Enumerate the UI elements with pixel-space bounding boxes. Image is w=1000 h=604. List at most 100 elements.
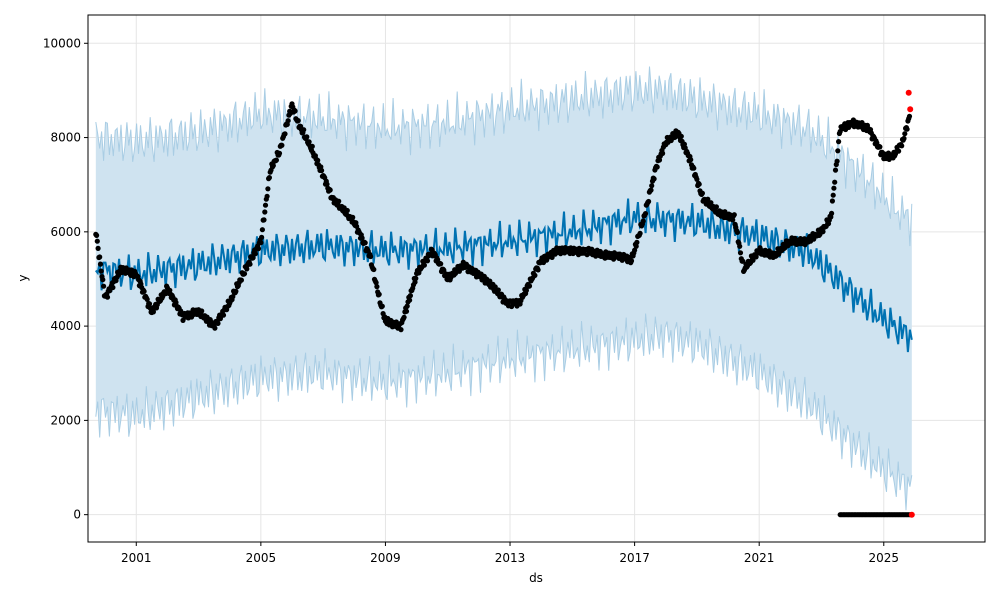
observed-point (104, 294, 111, 300)
observed-point (97, 254, 103, 260)
observed-point (144, 296, 150, 302)
observed-point (350, 214, 356, 220)
observed-point (632, 247, 638, 253)
observed-point (424, 258, 431, 264)
observed-point (262, 209, 268, 215)
observed-point (285, 118, 291, 124)
observed-point (295, 118, 301, 124)
observed-point (906, 113, 913, 119)
y-tick-label: 4000 (50, 319, 81, 333)
observed-point (487, 278, 493, 284)
observed-point (829, 210, 835, 216)
observed-point (215, 320, 221, 326)
observed-point (708, 200, 714, 206)
observed-point (250, 255, 256, 261)
observed-point (270, 163, 276, 169)
observed-point (902, 131, 908, 137)
observed-point (373, 280, 379, 286)
observed-point (694, 176, 700, 182)
x-tick-label: 2001 (121, 551, 152, 565)
observed-point (836, 139, 842, 145)
observed-point (292, 108, 298, 114)
observed-point (252, 251, 258, 257)
observed-point (830, 192, 836, 198)
observed-point (831, 185, 837, 191)
y-axis-ticks: 0 2000 4000 6000 8000 10000 (43, 36, 88, 522)
observed-point (279, 142, 285, 148)
observed-point (696, 181, 702, 187)
observed-point (94, 232, 100, 238)
observed-point (438, 261, 444, 267)
observed-point (904, 126, 910, 132)
observed-point (535, 267, 541, 273)
x-tick-label: 2013 (495, 551, 526, 565)
observed-point (660, 150, 666, 156)
observed-point (523, 287, 530, 293)
observed-point (421, 262, 427, 268)
observed-point (371, 266, 377, 273)
observed-point (264, 193, 270, 199)
observed-point (730, 217, 736, 223)
observed-point (401, 314, 407, 320)
band-upper-edge (95, 66, 913, 247)
highlighted-point (905, 89, 912, 96)
observed-point (740, 258, 746, 264)
highlighted-point (907, 106, 914, 113)
uncertainty-band-fill (95, 66, 912, 511)
x-tick-label: 2005 (246, 551, 277, 565)
observed-point (403, 308, 410, 314)
observed-point (705, 196, 711, 202)
observed-point (146, 301, 153, 307)
observed-point (212, 325, 218, 331)
observed-point (247, 261, 253, 267)
observed-point (832, 179, 838, 185)
observed-point (273, 157, 279, 163)
observed-point (266, 175, 272, 181)
observed-point (834, 158, 840, 164)
observed-point (753, 254, 759, 260)
observed-point (255, 246, 262, 252)
observed-point (532, 272, 538, 278)
band-lower-edge (95, 313, 913, 511)
observed-point (731, 212, 737, 218)
observed-point (141, 288, 147, 294)
uncertainty-band (95, 66, 913, 511)
y-tick-label: 8000 (50, 131, 81, 145)
observed-point (678, 133, 684, 139)
x-axis-ticks: 2001 2005 2009 2013 2017 2021 2025 (121, 542, 899, 565)
observed-point (258, 240, 264, 246)
observed-point (526, 283, 533, 289)
observed-point (413, 275, 419, 281)
observed-point (238, 277, 244, 283)
y-tick-label: 0 (73, 508, 81, 522)
observed-point (233, 288, 239, 294)
y-tick-label: 10000 (43, 36, 81, 50)
observed-point (98, 268, 104, 274)
observed-point (737, 243, 743, 249)
observed-point (820, 229, 826, 235)
plot-frame (87, 14, 986, 543)
x-tick-label: 2021 (744, 551, 775, 565)
observed-point (640, 218, 646, 224)
observed-point (633, 243, 639, 249)
observed-point (896, 148, 902, 154)
observed-point (262, 202, 269, 208)
observed-point (877, 144, 883, 150)
observed-point (241, 271, 248, 277)
y-tick-label: 2000 (50, 413, 81, 427)
observed-point (649, 183, 655, 189)
observed-point (441, 267, 447, 273)
forecast-line-layer (95, 198, 913, 353)
observed-point (94, 238, 100, 244)
observed-point (220, 312, 227, 318)
observed-point (359, 235, 365, 241)
observed-point (95, 245, 101, 251)
observed-point (901, 135, 907, 142)
observed-points-layer (93, 89, 915, 518)
observed-point (642, 211, 649, 217)
observed-point (101, 283, 107, 289)
forecast-line (95, 198, 913, 353)
observed-point (688, 157, 694, 163)
observed-point (324, 181, 330, 187)
